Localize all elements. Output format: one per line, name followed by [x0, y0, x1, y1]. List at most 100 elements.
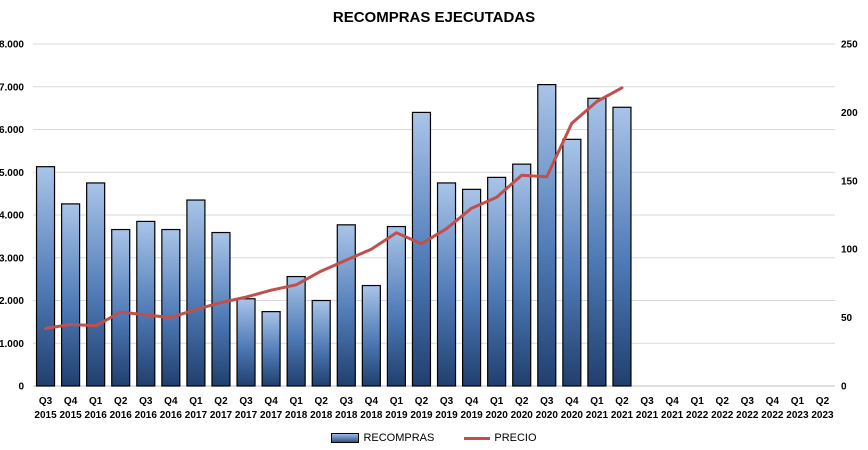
x-tick-quarter: Q1 — [189, 396, 203, 407]
bar-recompras — [587, 97, 607, 387]
x-tick-year: 2021 — [586, 410, 609, 421]
x-tick-quarter: Q1 — [289, 396, 303, 407]
x-tick-year: 2020 — [536, 410, 559, 421]
y-left-tick-label: 6.000 — [0, 125, 24, 136]
x-tick-year: 2022 — [761, 410, 784, 421]
y-left-tick-label: 2.000 — [0, 296, 24, 307]
x-tick-year: 2017 — [260, 410, 283, 421]
x-tick-quarter: Q4 — [264, 396, 278, 407]
x-tick-year: 2018 — [310, 410, 333, 421]
x-tick-year: 2015 — [59, 410, 82, 421]
x-tick-year: 2016 — [85, 410, 108, 421]
y-right-tick-label: 50 — [841, 313, 853, 324]
x-tick-quarter: Q1 — [791, 396, 805, 407]
x-tick-quarter: Q2 — [615, 396, 629, 407]
x-tick-quarter: Q1 — [390, 396, 404, 407]
legend-item-precio: PRECIO — [464, 432, 537, 444]
bar-recompras — [161, 228, 181, 387]
legend-swatch-bar — [331, 433, 360, 443]
x-tick-quarter: Q2 — [816, 396, 830, 407]
bar-recompras — [286, 275, 306, 387]
bar-recompras — [336, 224, 356, 387]
x-tick-quarter: Q4 — [64, 396, 78, 407]
bar-recompras — [562, 138, 582, 387]
x-tick-quarter: Q3 — [741, 396, 755, 407]
bar-recompras — [236, 298, 256, 387]
x-tick-quarter: Q2 — [214, 396, 228, 407]
y-left-tick-label: 8.000 — [0, 40, 24, 51]
legend-item-recompras: RECOMPRAS — [331, 432, 434, 444]
x-tick-year: 2019 — [410, 410, 433, 421]
x-tick-quarter: Q2 — [315, 396, 329, 407]
x-tick-year: 2019 — [460, 410, 483, 421]
y-right-tick-label: 150 — [841, 176, 858, 187]
x-tick-quarter: Q1 — [590, 396, 604, 407]
y-right-tick-label: 100 — [841, 245, 858, 256]
x-tick-year: 2018 — [285, 410, 308, 421]
x-tick-quarter: Q3 — [139, 396, 153, 407]
bar-recompras — [612, 106, 632, 387]
y-left-tick-label: 5.000 — [0, 168, 24, 179]
x-tick-year: 2017 — [235, 410, 258, 421]
x-tick-year: 2017 — [210, 410, 233, 421]
y-left-tick-label: 3.000 — [0, 253, 24, 264]
bar-recompras — [60, 203, 81, 387]
y-left-tick-label: 4.000 — [0, 211, 24, 222]
chart-title: RECOMPRAS EJECUTADAS — [332, 9, 536, 26]
x-tick-year: 2022 — [736, 410, 759, 421]
x-tick-quarter: Q4 — [665, 396, 679, 407]
y-right-tick-label: 0 — [841, 382, 847, 393]
x-tick-year: 2023 — [786, 410, 809, 421]
y-right-tick-label: 200 — [841, 108, 858, 119]
x-tick-year: 2019 — [435, 410, 458, 421]
x-tick-quarter: Q2 — [114, 396, 128, 407]
x-tick-year: 2021 — [661, 410, 684, 421]
y-left-tick-label: 0 — [18, 382, 24, 393]
x-tick-year: 2022 — [711, 410, 734, 421]
x-tick-year: 2018 — [360, 410, 383, 421]
x-tick-quarter: Q1 — [89, 396, 103, 407]
y-left-tick-label: 7.000 — [0, 82, 24, 93]
x-tick-year: 2017 — [185, 410, 208, 421]
x-tick-quarter: Q3 — [239, 396, 253, 407]
legend-label-precio: PRECIO — [494, 432, 537, 444]
legend: RECOMPRAS PRECIO — [0, 432, 868, 444]
bar-recompras — [537, 84, 557, 387]
bar-recompras — [311, 299, 331, 387]
x-tick-year: 2020 — [561, 410, 584, 421]
x-tick-year: 2022 — [686, 410, 709, 421]
legend-label-recompras: RECOMPRAS — [363, 432, 435, 444]
x-tick-quarter: Q1 — [690, 396, 704, 407]
bar-recompras — [361, 284, 381, 387]
bar-recompras — [35, 166, 56, 387]
legend-swatch-line — [464, 436, 491, 440]
x-tick-year: 2018 — [335, 410, 358, 421]
bar-recompras — [211, 231, 231, 387]
bar-recompras — [436, 182, 457, 387]
x-tick-quarter: Q3 — [640, 396, 654, 407]
x-tick-year: 2019 — [385, 410, 408, 421]
x-tick-quarter: Q3 — [340, 396, 354, 407]
x-tick-year: 2016 — [160, 410, 183, 421]
bar-recompras — [512, 163, 532, 387]
x-tick-year: 2021 — [636, 410, 659, 421]
x-tick-quarter: Q2 — [716, 396, 730, 407]
x-tick-quarter: Q2 — [415, 396, 429, 407]
x-tick-quarter: Q3 — [440, 396, 454, 407]
x-tick-year: 2021 — [611, 410, 634, 421]
x-tick-quarter: Q1 — [490, 396, 504, 407]
x-tick-quarter: Q4 — [766, 396, 780, 407]
line-precio — [44, 86, 624, 330]
x-tick-year: 2015 — [34, 410, 57, 421]
x-tick-year: 2023 — [811, 410, 834, 421]
bar-recompras — [86, 182, 106, 387]
x-tick-year: 2020 — [511, 410, 534, 421]
x-tick-year: 2020 — [486, 410, 509, 421]
bar-recompras — [461, 188, 482, 387]
bar-recompras — [136, 220, 156, 387]
x-tick-quarter: Q2 — [515, 396, 529, 407]
bar-recompras — [261, 311, 281, 387]
x-tick-quarter: Q4 — [565, 396, 579, 407]
x-tick-year: 2016 — [135, 410, 158, 421]
